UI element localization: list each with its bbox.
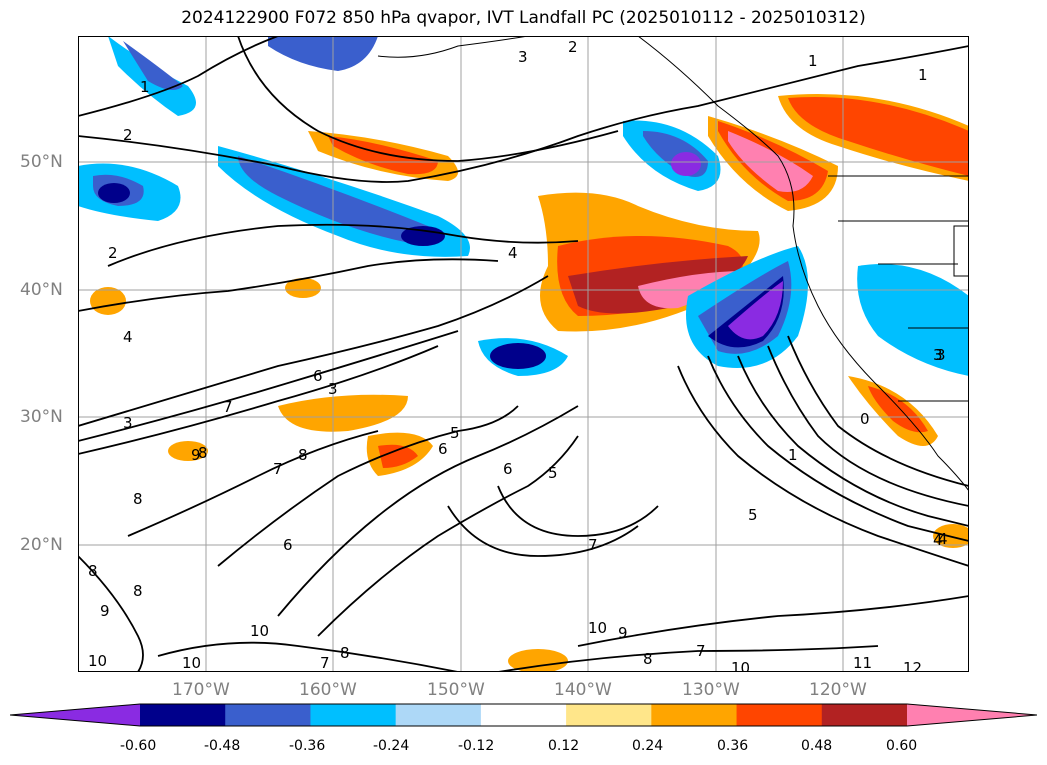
colorbar-segment [310, 704, 397, 726]
lon-label: 140°W [554, 680, 612, 700]
lat-label: 50°N [20, 152, 63, 172]
lon-label: 150°W [427, 680, 485, 700]
contour-label: 12 [903, 659, 922, 672]
shaded-fields [78, 36, 969, 672]
lat-label: 40°N [20, 280, 63, 300]
colorbar-segment [140, 704, 226, 726]
contour-label: 7 [320, 654, 330, 672]
contour-labels: 2 3 1 1 2 4 2 4 3 6 6 7 3 8 8 8 7 5 6 6 … [88, 38, 948, 672]
contour-label: 8 [133, 490, 143, 508]
contour-label: 10 [88, 652, 107, 670]
contour-label: 5 [450, 424, 460, 442]
colorbar-segment [566, 704, 652, 726]
contour-label: 4 [933, 531, 943, 549]
colorbar-tick-label: -0.48 [204, 738, 241, 754]
contour-label: 10 [250, 622, 269, 640]
contour-label: 8 [88, 562, 98, 580]
contour-label: 9 [100, 602, 110, 620]
contour-label: 3 [518, 48, 528, 66]
colorbar-tick-label: -0.60 [120, 738, 157, 754]
lon-label: 130°W [682, 680, 740, 700]
colorbar-outline [10, 703, 1037, 727]
colorbar-tick-label: 0.60 [886, 738, 918, 754]
colorbar-tick-label: 0.48 [801, 738, 833, 754]
colorbar-extend-low [10, 704, 140, 726]
contour-label: 1 [788, 446, 798, 464]
colorbar-tick-label: 0.12 [548, 738, 580, 754]
contour-label: 1 [918, 66, 928, 84]
contour-label: 11 [853, 654, 872, 672]
colorbar [10, 703, 1037, 727]
colorbar-tick-label: 0.24 [632, 738, 664, 754]
map-title: 2024122900 F072 850 hPa qvapor, IVT Land… [181, 8, 866, 28]
colorbar-segment [395, 704, 482, 726]
map-panel: 2 3 1 1 2 4 2 4 3 6 6 7 3 8 8 8 7 5 6 6 … [78, 36, 969, 672]
contour-label: 4 [938, 530, 948, 548]
contour-label: 2 [123, 126, 133, 144]
contour-label: 8 [298, 446, 308, 464]
colorbar-extend-high [907, 704, 1037, 726]
contour-label: 5 [748, 506, 758, 524]
colorbar-tick-label: -0.24 [373, 738, 410, 754]
colorbar-segment [480, 704, 567, 726]
contour-label: 3 [123, 414, 133, 432]
colorbar-tick-label: -0.36 [289, 738, 326, 754]
contour-label: 7 [223, 398, 233, 416]
contour-label: 4 [123, 328, 133, 346]
contour-label: 7 [273, 460, 283, 478]
colorbar-segment [651, 704, 738, 726]
contour-label: 10 [731, 659, 750, 672]
graticule [78, 36, 969, 672]
contour-label: 9 [618, 624, 628, 642]
colorbar-segment [225, 704, 311, 726]
contour-label: 8 [198, 444, 208, 462]
contour-label: 3 [933, 346, 943, 364]
contour-label: 6 [438, 440, 448, 458]
contour-label: 10 [182, 654, 201, 672]
contour-label: 10 [588, 619, 607, 637]
colorbar-segment [821, 704, 908, 726]
contour-label: 7 [588, 536, 598, 554]
colorbar-tick-label: -0.12 [458, 738, 495, 754]
contour-label: 5 [548, 464, 558, 482]
contour-label: 6 [283, 536, 293, 554]
lon-label: 170°W [172, 680, 230, 700]
colorbar-segment [736, 704, 823, 726]
coastlines [377, 36, 969, 492]
contour-label: 8 [643, 650, 653, 668]
contour-label: 4 [508, 244, 518, 262]
contour-label: 7 [696, 642, 706, 660]
lon-label: 120°W [809, 680, 867, 700]
contour-label: 3 [328, 380, 338, 398]
contour-label: 8 [340, 644, 350, 662]
lon-label: 160°W [299, 680, 357, 700]
contour-label: 6 [503, 460, 513, 478]
contour-label: 8 [133, 582, 143, 600]
contour-label: 1 [140, 78, 150, 96]
colorbar-tick-label: 0.36 [717, 738, 749, 754]
contour-label: 2 [568, 38, 578, 56]
lat-label: 30°N [20, 407, 63, 427]
contour-label: 9 [191, 446, 201, 464]
contour-label: 3 [936, 346, 946, 364]
contour-label: 2 [108, 244, 118, 262]
lat-label: 20°N [20, 535, 63, 555]
contour-label: 0 [860, 410, 870, 428]
ivt-contours [78, 36, 969, 672]
contour-label: 1 [808, 52, 818, 70]
contour-label: 6 [313, 367, 323, 385]
